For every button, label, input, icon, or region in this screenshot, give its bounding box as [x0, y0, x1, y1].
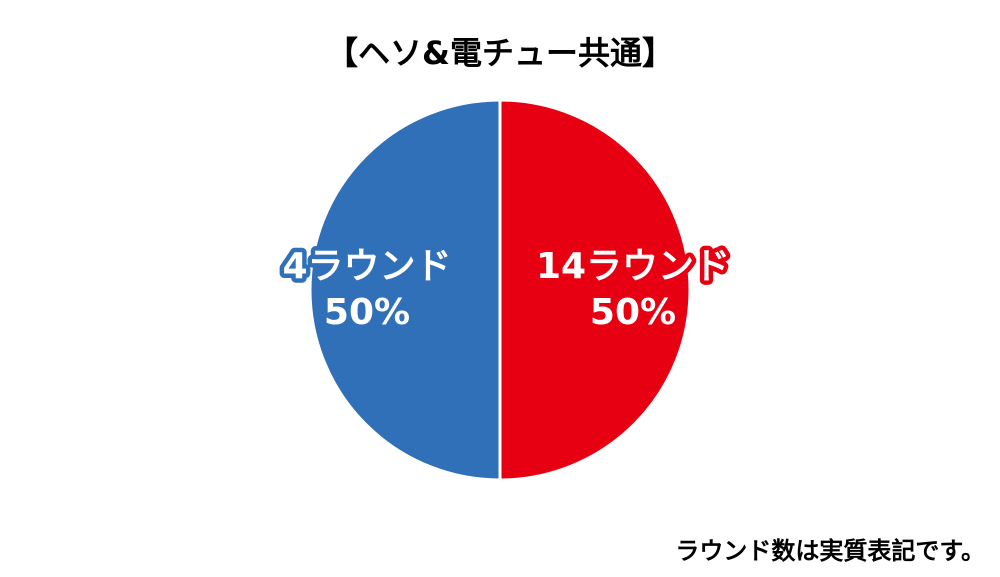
pie-slice [498, 98, 692, 482]
slice-label: 4ラウンド [282, 246, 451, 287]
slice-label: 14ラウンド [536, 246, 730, 287]
chart-title: 【ヘソ&電チュー共通】 [326, 34, 674, 72]
slice-value-label: 50% [324, 292, 410, 333]
pie-slice [308, 98, 502, 482]
footnote: ラウンド数は実質表記です。 [675, 537, 985, 565]
slice-value-label: 50% [590, 292, 676, 333]
